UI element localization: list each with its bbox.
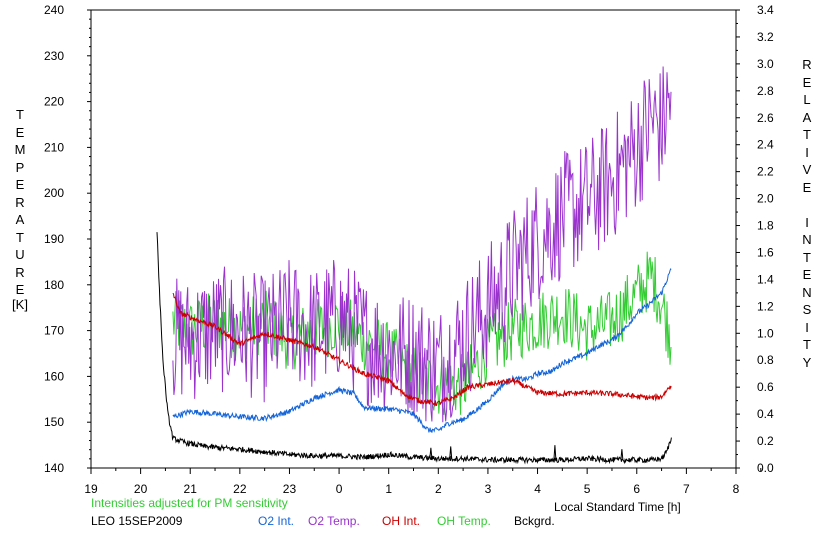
legend-o2-int: O2 Int. (258, 514, 295, 528)
left-axis-unit: [K] (12, 297, 28, 312)
right-tick-label: 3.2 (757, 30, 774, 44)
right-tick-label: 0.8 (757, 353, 774, 367)
legend-oh-temp: OH Temp. (437, 514, 491, 528)
right-tick-label: 2.4 (757, 138, 774, 152)
x-tick-label: 22 (233, 482, 247, 496)
sensitivity-note: Intensities adjusted for PM sensitivity (91, 496, 288, 510)
left-tick-label: 240 (44, 3, 64, 17)
right-tick-label: 0.0 (757, 461, 774, 475)
right-tick-label: 0.2 (757, 434, 774, 448)
right-tick-label: 2.0 (757, 192, 774, 206)
left-tick-label: 140 (44, 461, 64, 475)
right-axis-label: R E L A T I V E I N T E N S I T Y (802, 57, 812, 370)
series-o2-int (172, 268, 672, 433)
right-tick-label: 2.8 (757, 84, 774, 98)
bckgrd-spike (553, 445, 557, 460)
left-tick-label: 200 (44, 186, 64, 200)
legend-o2-temp: O2 Temp. (308, 514, 360, 528)
left-tick-label: 150 (44, 415, 64, 429)
x-tick-label: 2 (435, 482, 442, 496)
right-tick-label: 3.0 (757, 57, 774, 71)
x-tick-label: 5 (584, 482, 591, 496)
x-tick-label: 3 (485, 482, 492, 496)
left-tick-label: 170 (44, 324, 64, 338)
left-tick-label: 180 (44, 278, 64, 292)
x-axis-label: Local Standard Time [h] (554, 500, 681, 514)
left-axis-label: T E M P E R A T U R E (14, 107, 26, 297)
right-tick-label: 1.2 (757, 299, 774, 313)
left-tick-label: 160 (44, 369, 64, 383)
series-oh-int (172, 292, 672, 407)
right-tick-label: 2.6 (757, 111, 774, 125)
left-tick-label: 210 (44, 140, 64, 154)
x-tick-label: 0 (336, 482, 343, 496)
bckgrd-spike (449, 446, 453, 459)
series-bckgrd (156, 232, 672, 465)
x-tick-label: 7 (683, 482, 690, 496)
legend-oh-int: OH Int. (382, 514, 421, 528)
left-tick-label: 190 (44, 232, 64, 246)
x-tick-label: 21 (184, 482, 198, 496)
right-tick-label: 2.2 (757, 165, 774, 179)
series-o2-temp (172, 66, 672, 423)
x-tick-label: 23 (283, 482, 297, 496)
bckgrd-spike (429, 447, 433, 459)
right-tick-label: 1.8 (757, 219, 774, 233)
x-tick-label: 1 (385, 482, 392, 496)
x-tick-label: 6 (633, 482, 640, 496)
x-tick-label: 20 (134, 482, 148, 496)
left-tick-label: 220 (44, 95, 64, 109)
right-tick-label: 0.4 (757, 407, 774, 421)
right-tick-label: 1.4 (757, 272, 774, 286)
legend-bckgrd: Bckgrd. (514, 514, 555, 528)
x-tick-label: 4 (534, 482, 541, 496)
right-tick-label: 1.0 (757, 326, 774, 340)
x-tick-label: 19 (84, 482, 98, 496)
x-tick-label: 8 (733, 482, 740, 496)
right-tick-label: 0.6 (757, 380, 774, 394)
bckgrd-spike (620, 449, 624, 460)
station-date: LEO 15SEP2009 (91, 514, 183, 528)
right-tick-label: 3.4 (757, 3, 774, 17)
right-tick-label: 1.6 (757, 245, 774, 259)
left-tick-label: 230 (44, 49, 64, 63)
